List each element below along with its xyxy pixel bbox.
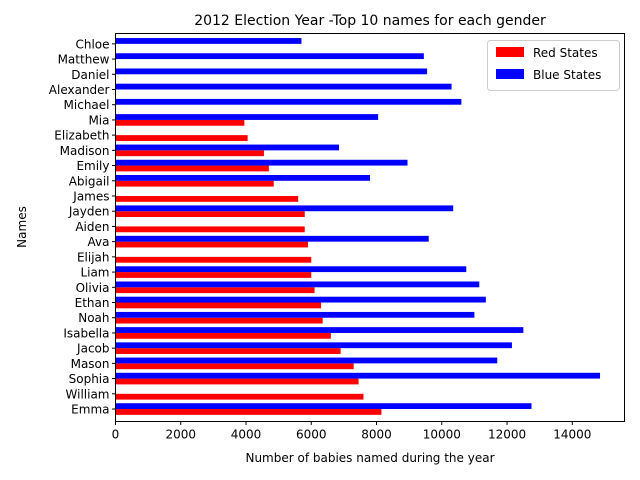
legend-swatch-blue-states [496, 69, 524, 79]
bar-red-states-olivia [115, 287, 315, 294]
bar-blue-states-michael [115, 98, 462, 105]
bar-blue-states-matthew [115, 53, 424, 60]
y-tick-label-matthew: Matthew [58, 53, 110, 67]
x-axis-ticks: 0 2000 4000 6000 8000 10000 12000 14000 [112, 421, 591, 442]
y-tick-label-james: James [72, 190, 109, 204]
plot-frame [115, 33, 625, 422]
x-tick-label-4000: 4000 [231, 428, 262, 442]
bar-blue-states-jayden [115, 205, 454, 212]
x-tick-label-14000: 14000 [553, 428, 591, 442]
y-tick-label-jayden: Jayden [68, 205, 110, 219]
bar-blue-states-mason [115, 357, 498, 364]
bar-blue-states-sophia [115, 372, 601, 379]
y-axis-label: Names [15, 206, 29, 248]
chart-title: 2012 Election Year -Top 10 names for eac… [194, 13, 546, 29]
bar-red-states-abigail [115, 180, 274, 187]
bar-red-states-liam [115, 272, 312, 278]
y-tick-label-madison: Madison [60, 144, 110, 158]
bar-blue-states-jacob [115, 342, 512, 349]
bar-red-states-aiden [115, 226, 305, 233]
legend-label-blue-states: Blue States [533, 68, 601, 82]
bar-red-states-elizabeth [115, 135, 248, 141]
bar-red-states-ava [115, 241, 309, 248]
y-tick-label-emma: Emma [71, 403, 109, 417]
y-tick-label-ethan: Ethan [75, 296, 110, 310]
x-tick-label-6000: 6000 [296, 428, 327, 442]
bar-blue-states-abigail [115, 174, 370, 181]
bar-blue-states-noah [115, 311, 475, 318]
bar-red-states-emily [115, 165, 269, 172]
x-tick-label-8000: 8000 [361, 428, 392, 442]
bar-red-states-madison [115, 150, 264, 157]
y-tick-label-isabella: Isabella [63, 326, 109, 340]
bar-blue-states-emily [115, 159, 408, 166]
x-tick-label-10000: 10000 [423, 428, 461, 442]
bar-red-states-jacob [115, 348, 341, 354]
bar-red-states-jayden [115, 211, 305, 218]
y-tick-label-noah: Noah [78, 311, 109, 325]
y-tick-label-abigail: Abigail [69, 174, 110, 188]
y-tick-label-sophia: Sophia [69, 372, 110, 386]
bar-blue-states-chloe [115, 38, 302, 44]
y-tick-label-liam: Liam [80, 266, 109, 280]
legend: Red States Blue States [487, 40, 620, 91]
bar-blue-states-liam [115, 266, 467, 273]
bar-red-states-elijah [115, 256, 312, 263]
bar-red-states-ethan [115, 302, 322, 309]
y-tick-label-mason: Mason [71, 357, 110, 371]
bars-group [115, 38, 601, 415]
bar-blue-states-madison [115, 144, 340, 151]
y-tick-label-olivia: Olivia [76, 281, 110, 295]
x-tick-label-12000: 12000 [488, 428, 526, 442]
y-tick-label-elijah: Elijah [77, 250, 110, 264]
y-tick-label-jacob: Jacob [76, 342, 109, 356]
bar-red-states-noah [115, 317, 323, 324]
y-tick-label-emily: Emily [76, 159, 109, 173]
bar-blue-states-olivia [115, 281, 480, 288]
y-tick-label-mia: Mia [88, 113, 109, 127]
bar-blue-states-ava [115, 235, 429, 242]
bar-red-states-emma [115, 409, 382, 415]
bar-blue-states-emma [115, 403, 532, 410]
x-tick-label-0: 0 [112, 428, 120, 442]
legend-swatch-red-states [496, 47, 524, 57]
y-tick-label-elizabeth: Elizabeth [54, 129, 109, 143]
y-tick-label-william: William [66, 387, 110, 401]
y-axis-ticks: EmmaWilliamSophiaMasonJacobIsabellaNoahE… [49, 37, 116, 417]
x-axis-label: Number of babies named during the year [245, 451, 494, 465]
y-tick-label-michael: Michael [64, 98, 110, 112]
bar-red-states-mason [115, 363, 354, 370]
bar-red-states-isabella [115, 332, 331, 339]
bar-red-states-james [115, 196, 299, 202]
y-tick-label-chloe: Chloe [75, 37, 109, 51]
bar-red-states-mia [115, 119, 245, 126]
y-tick-label-ava: Ava [88, 235, 110, 249]
bar-red-states-william [115, 393, 364, 400]
bar-blue-states-alexander [115, 83, 452, 90]
legend-label-red-states: Red States [533, 46, 598, 60]
bar-blue-states-isabella [115, 327, 524, 333]
y-tick-label-daniel: Daniel [71, 68, 109, 82]
x-tick-label-2000: 2000 [165, 428, 196, 442]
bar-blue-states-mia [115, 114, 379, 120]
bar-blue-states-ethan [115, 296, 486, 303]
bar-red-states-sophia [115, 378, 359, 385]
y-tick-label-alexander: Alexander [49, 83, 110, 97]
y-tick-label-aiden: Aiden [75, 220, 109, 234]
bar-blue-states-daniel [115, 68, 428, 75]
